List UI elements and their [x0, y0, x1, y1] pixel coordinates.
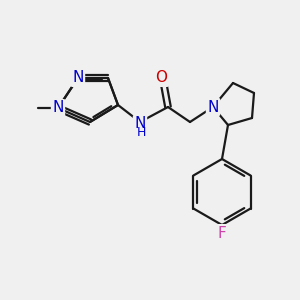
- Text: N: N: [52, 100, 64, 116]
- Text: O: O: [155, 70, 167, 86]
- Text: H: H: [136, 127, 146, 140]
- Text: N: N: [207, 100, 219, 115]
- Text: N: N: [72, 70, 84, 86]
- Text: F: F: [218, 226, 226, 241]
- Text: N: N: [134, 116, 146, 131]
